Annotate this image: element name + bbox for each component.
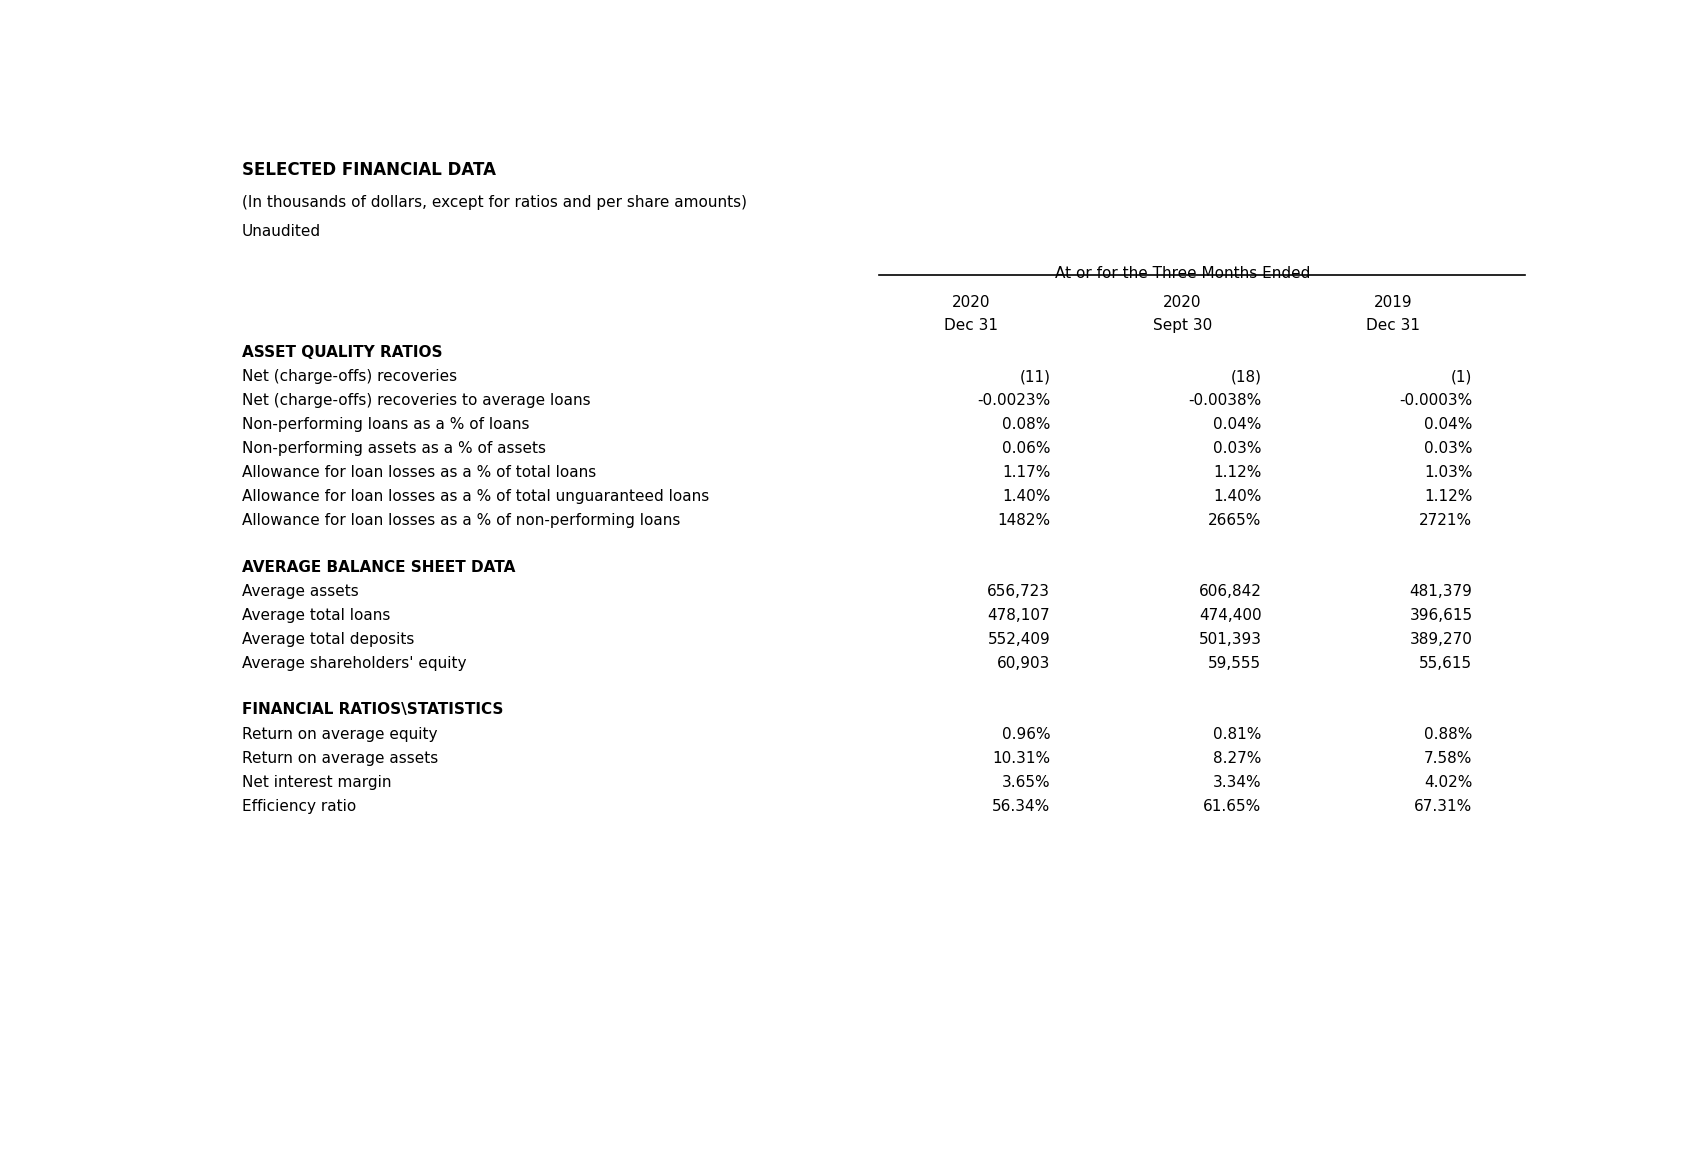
- Text: 0.96%: 0.96%: [1002, 726, 1050, 741]
- Text: Average shareholders' equity: Average shareholders' equity: [242, 657, 466, 672]
- Text: Allowance for loan losses as a % of non-performing loans: Allowance for loan losses as a % of non-…: [242, 513, 681, 528]
- Text: 2665%: 2665%: [1208, 513, 1261, 528]
- Text: 1.40%: 1.40%: [1214, 490, 1261, 505]
- Text: 2020: 2020: [951, 295, 991, 310]
- Text: 606,842: 606,842: [1198, 584, 1261, 599]
- Text: 396,615: 396,615: [1409, 608, 1472, 623]
- Text: 0.04%: 0.04%: [1214, 417, 1261, 432]
- Text: 1.03%: 1.03%: [1425, 466, 1472, 481]
- Text: 1.12%: 1.12%: [1214, 466, 1261, 481]
- Text: FINANCIAL RATIOS\STATISTICS: FINANCIAL RATIOS\STATISTICS: [242, 703, 504, 718]
- Text: Allowance for loan losses as a % of total unguaranteed loans: Allowance for loan losses as a % of tota…: [242, 490, 710, 505]
- Text: 2019: 2019: [1374, 295, 1413, 310]
- Text: 3.65%: 3.65%: [1002, 775, 1050, 790]
- Text: SELECTED FINANCIAL DATA: SELECTED FINANCIAL DATA: [242, 161, 495, 179]
- Text: 60,903: 60,903: [997, 657, 1050, 672]
- Text: Dec 31: Dec 31: [945, 318, 997, 334]
- Text: 0.03%: 0.03%: [1425, 441, 1472, 456]
- Text: 0.81%: 0.81%: [1214, 726, 1261, 741]
- Text: -0.0038%: -0.0038%: [1188, 393, 1261, 408]
- Text: Non-performing assets as a % of assets: Non-performing assets as a % of assets: [242, 441, 546, 456]
- Text: 67.31%: 67.31%: [1414, 799, 1472, 814]
- Text: 0.04%: 0.04%: [1425, 417, 1472, 432]
- Text: 2020: 2020: [1162, 295, 1202, 310]
- Text: 474,400: 474,400: [1198, 608, 1261, 623]
- Text: 55,615: 55,615: [1419, 657, 1472, 672]
- Text: AVERAGE BALANCE SHEET DATA: AVERAGE BALANCE SHEET DATA: [242, 559, 516, 574]
- Text: ASSET QUALITY RATIOS: ASSET QUALITY RATIOS: [242, 345, 443, 360]
- Text: Unaudited: Unaudited: [242, 223, 322, 239]
- Text: Sept 30: Sept 30: [1152, 318, 1212, 334]
- Text: (1): (1): [1452, 369, 1472, 384]
- Text: 10.31%: 10.31%: [992, 750, 1050, 765]
- Text: 8.27%: 8.27%: [1214, 750, 1261, 765]
- Text: (18): (18): [1231, 369, 1261, 384]
- Text: Net (charge-offs) recoveries: Net (charge-offs) recoveries: [242, 369, 456, 384]
- Text: Allowance for loan losses as a % of total loans: Allowance for loan losses as a % of tota…: [242, 466, 596, 481]
- Text: -0.0023%: -0.0023%: [977, 393, 1050, 408]
- Text: 501,393: 501,393: [1198, 632, 1261, 647]
- Text: 656,723: 656,723: [987, 584, 1050, 599]
- Text: At or for the Three Months Ended: At or for the Three Months Ended: [1055, 266, 1311, 281]
- Text: Average assets: Average assets: [242, 584, 359, 599]
- Text: Net (charge-offs) recoveries to average loans: Net (charge-offs) recoveries to average …: [242, 393, 591, 408]
- Text: 4.02%: 4.02%: [1425, 775, 1472, 790]
- Text: 56.34%: 56.34%: [992, 799, 1050, 814]
- Text: 0.88%: 0.88%: [1425, 726, 1472, 741]
- Text: -0.0003%: -0.0003%: [1399, 393, 1472, 408]
- Text: 3.34%: 3.34%: [1214, 775, 1261, 790]
- Text: (In thousands of dollars, except for ratios and per share amounts): (In thousands of dollars, except for rat…: [242, 196, 747, 210]
- Text: 1482%: 1482%: [997, 513, 1050, 528]
- Text: Return on average equity: Return on average equity: [242, 726, 437, 741]
- Text: 1.40%: 1.40%: [1002, 490, 1050, 505]
- Text: 0.03%: 0.03%: [1214, 441, 1261, 456]
- Text: 0.06%: 0.06%: [1002, 441, 1050, 456]
- Text: Return on average assets: Return on average assets: [242, 750, 437, 765]
- Text: 7.58%: 7.58%: [1425, 750, 1472, 765]
- Text: 61.65%: 61.65%: [1203, 799, 1261, 814]
- Text: 389,270: 389,270: [1409, 632, 1472, 647]
- Text: Efficiency ratio: Efficiency ratio: [242, 799, 356, 814]
- Text: 1.12%: 1.12%: [1425, 490, 1472, 505]
- Text: Average total deposits: Average total deposits: [242, 632, 414, 647]
- Text: Net interest margin: Net interest margin: [242, 775, 391, 790]
- Text: 59,555: 59,555: [1208, 657, 1261, 672]
- Text: 481,379: 481,379: [1409, 584, 1472, 599]
- Text: Non-performing loans as a % of loans: Non-performing loans as a % of loans: [242, 417, 529, 432]
- Text: 478,107: 478,107: [987, 608, 1050, 623]
- Text: Average total loans: Average total loans: [242, 608, 390, 623]
- Text: 2721%: 2721%: [1419, 513, 1472, 528]
- Text: (11): (11): [1019, 369, 1050, 384]
- Text: 552,409: 552,409: [987, 632, 1050, 647]
- Text: Dec 31: Dec 31: [1367, 318, 1419, 334]
- Text: 1.17%: 1.17%: [1002, 466, 1050, 481]
- Text: 0.08%: 0.08%: [1002, 417, 1050, 432]
